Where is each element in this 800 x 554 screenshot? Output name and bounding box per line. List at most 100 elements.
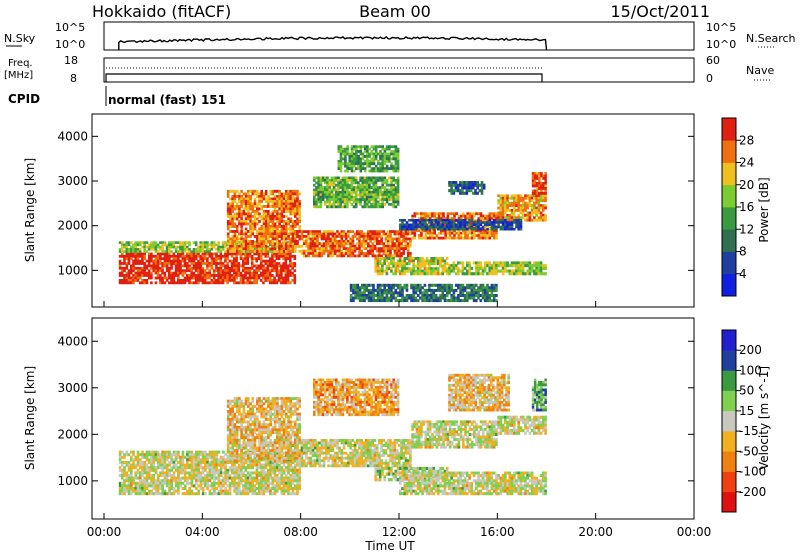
power-region-6 (531, 172, 547, 195)
sky-tick-bottom-left: 10^0 (55, 38, 85, 51)
velocity-region-1 (226, 397, 301, 463)
sky-tick-bottom-right: 10^0 (706, 38, 736, 51)
power-colorbar-bin-0 (722, 273, 736, 297)
power-colorbar-tick-label-4: 20 (739, 178, 754, 192)
velocity-colorbar-bin-4 (722, 410, 736, 432)
power-colorbar-bin-3 (722, 207, 736, 230)
x-axis-label: Time UT (364, 539, 415, 553)
power-colorbar-label: Power [dB] (757, 177, 771, 242)
sky-panel-frame (103, 21, 695, 51)
power-ytick-label-0: 1000 (57, 263, 88, 277)
power-ytick-label-1: 2000 (57, 219, 88, 233)
x-tick-label-2: 08:00 (283, 525, 318, 539)
power-region-8 (337, 145, 400, 173)
velocity-colorbar-bin-2 (722, 451, 736, 472)
velocity-colorbar-tick-label-7: 200 (739, 343, 762, 357)
freq-tick-bottom-right: 0 (706, 72, 713, 85)
x-tick-label-3: 12:00 (382, 525, 417, 539)
title-center: Beam 00 (359, 2, 431, 21)
power-colorbar: 4 8 12 16 20 24 28 (721, 117, 754, 297)
velocity-colorbar-bin-8 (722, 330, 736, 351)
velocity-ytick-label-3: 4000 (57, 334, 88, 348)
power-region-13 (349, 283, 498, 303)
velocity-colorbar-bin-1 (722, 471, 736, 493)
power-region-7 (313, 176, 400, 209)
velocity-colorbar-bin-5 (722, 390, 736, 412)
power-region-5 (497, 194, 547, 222)
sky-tick-top-right: 10^5 (706, 21, 736, 34)
velocity-colorbar-tick-label-2: -50 (739, 444, 759, 458)
velocity-ytick-label-1: 2000 (57, 427, 88, 441)
velocity-colorbar-bin-7 (722, 350, 736, 371)
power-panel-frame (91, 113, 695, 308)
velocity-colorbar-tick-label-6: 100 (739, 363, 762, 377)
sky-label: N.Sky (4, 32, 36, 45)
power-region-0 (118, 252, 297, 285)
cpid-value: normal (fast) 151 (108, 93, 226, 107)
power-y-axis: 1000 2000 3000 4000 (57, 129, 694, 277)
power-heatmap (118, 145, 547, 303)
freq-label-1: Freq. (8, 58, 33, 69)
power-colorbar-bin-5 (722, 162, 736, 186)
power-colorbar-tick-label-3: 16 (739, 200, 754, 214)
velocity-region-2 (300, 439, 412, 468)
title-left: Hokkaido (fitACF) (92, 2, 231, 21)
power-colorbar-tick-label-5: 24 (739, 156, 754, 170)
velocity-region-4 (497, 415, 547, 435)
x-tick-label-1: 04:00 (185, 525, 220, 539)
velocity-colorbar-tick-label-0: -200 (739, 485, 766, 499)
power-colorbar-tick-label-0: 4 (739, 267, 747, 281)
power-region-2 (226, 189, 301, 253)
velocity-colorbar-bin-6 (722, 370, 736, 391)
power-colorbar-bin-4 (722, 184, 736, 208)
velocity-colorbar-bin-0 (722, 491, 736, 513)
search-label: N.Search (746, 32, 796, 45)
power-region-9 (448, 181, 486, 195)
velocity-region-6 (313, 378, 400, 417)
freq-tick-bottom-left: 8 (70, 72, 77, 85)
velocity-colorbar-tick-label-4: 15 (739, 404, 754, 418)
power-colorbar-bin-1 (722, 251, 736, 275)
power-region-12 (399, 219, 523, 231)
velocity-region-5 (531, 378, 547, 412)
velocity-ytick-label-2: 3000 (57, 381, 88, 395)
velocity-colorbar-tick-label-5: 50 (739, 384, 754, 398)
power-colorbar-bin-7 (722, 118, 736, 141)
sky-tick-top-left: 10^5 (55, 21, 85, 34)
velocity-colorbar-tick-label-1: -100 (739, 465, 766, 479)
power-region-11 (448, 261, 547, 276)
sky-trace (118, 35, 548, 51)
velocity-y-axis: 1000 2000 3000 4000 (57, 334, 694, 488)
power-colorbar-tick-label-1: 8 (739, 245, 747, 259)
velocity-heatmap (118, 373, 547, 496)
power-colorbar-tick-label-2: 12 (739, 222, 754, 236)
power-region-10 (374, 257, 449, 276)
x-tick-label-5: 20:00 (578, 525, 613, 539)
velocity-colorbar-label: Velocity [m s^-1] (757, 366, 771, 470)
x-axis: 00:00 04:00 08:00 12:00 16:00 20:00 00:00 (87, 301, 712, 539)
cpid-label: CPID (8, 92, 40, 106)
power-ytick-label-2: 3000 (57, 174, 88, 188)
freq-panel-frame (103, 57, 695, 83)
x-tick-label-0: 00:00 (87, 525, 122, 539)
x-tick-label-6: 00:00 (677, 525, 712, 539)
velocity-ytick-label-0: 1000 (57, 474, 88, 488)
velocity-region-9 (448, 373, 510, 412)
power-colorbar-bin-6 (722, 140, 736, 163)
velocity-colorbar: -200 -100 -50 -15 15 50 100 200 (721, 329, 766, 513)
title-right: 15/Oct/2011 (610, 2, 710, 21)
power-ylabel: Slant Range [km] (23, 158, 37, 262)
velocity-panel-frame (91, 317, 695, 520)
freq-trace (105, 73, 543, 82)
nave-label: Nave (746, 64, 774, 77)
power-region-3 (300, 230, 412, 258)
velocity-region-8 (399, 471, 547, 496)
power-colorbar-bin-2 (722, 229, 736, 252)
x-tick-label-4: 16:00 (480, 525, 515, 539)
velocity-region-3 (411, 420, 498, 449)
power-colorbar-tick-label-6: 28 (739, 133, 754, 147)
velocity-colorbar-tick-label-3: -15 (739, 424, 759, 438)
velocity-colorbar-frame (721, 329, 737, 513)
freq-tick-top-left: 18 (64, 54, 78, 67)
